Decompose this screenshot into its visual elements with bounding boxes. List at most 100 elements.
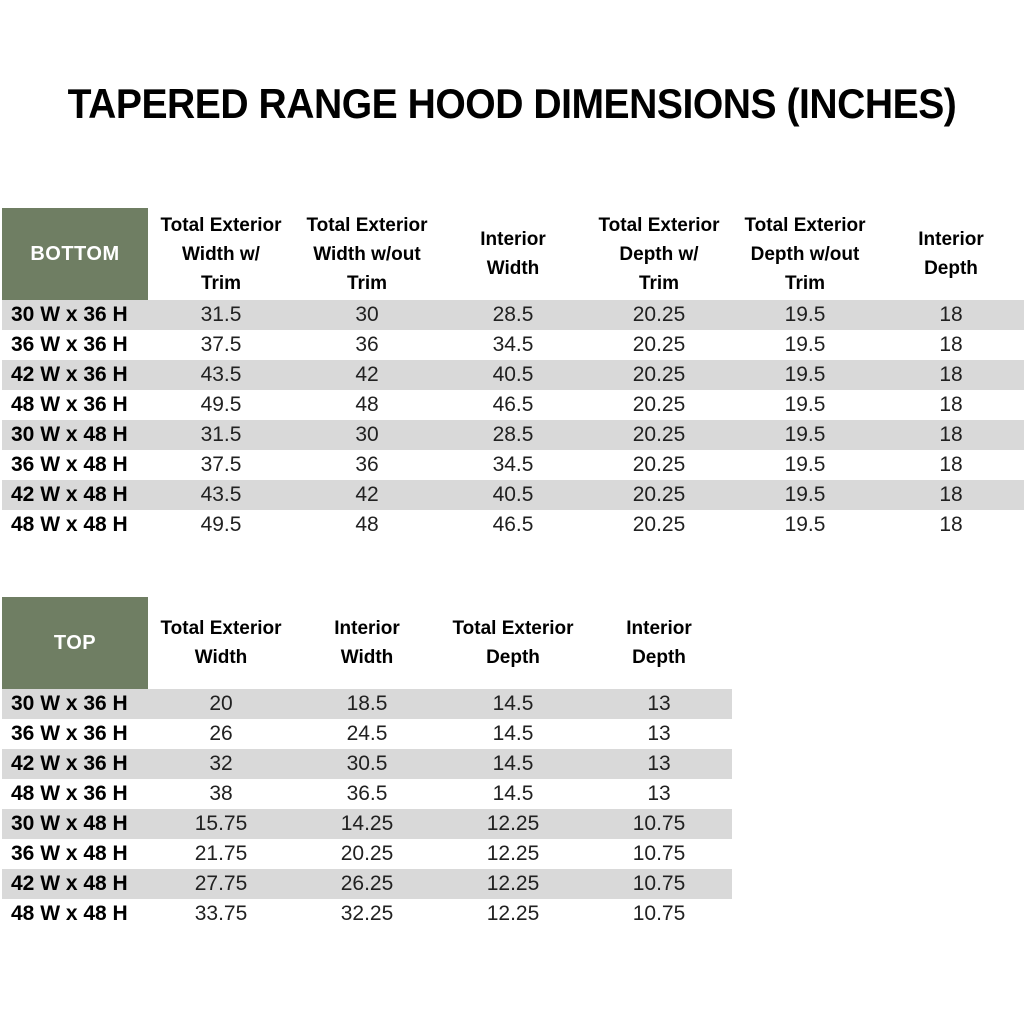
- cell-value: 18: [939, 423, 963, 446]
- cell-value: 10.75: [632, 812, 686, 835]
- cell-value: 34.5: [492, 333, 534, 356]
- cell-value: 30: [355, 303, 379, 326]
- cell-value: 19.5: [784, 333, 826, 356]
- table-row: 42 W x 48 H 27.75 26.25 12.25 10.75: [2, 869, 732, 899]
- table-row: 42 W x 36 H 32 30.5 14.5 13: [2, 749, 732, 779]
- cell-value: 19.5: [784, 393, 826, 416]
- cell-value: 20.25: [340, 842, 394, 865]
- page-title: TAPERED RANGE HOOD DIMENSIONS (INCHES): [67, 80, 957, 127]
- table-row: 36 W x 48 H 21.75 20.25 12.25 10.75: [2, 839, 732, 869]
- cell-value: 20.25: [632, 303, 686, 326]
- table-row: 36 W x 36 H 26 24.5 14.5 13: [2, 719, 732, 749]
- top-table-rows: 30 W x 36 H 20 18.5 14.5 13 36 W x 36 H 26 24.5…: [2, 689, 732, 929]
- col-header: Interior Depth: [626, 618, 692, 668]
- cell-value: 18: [939, 513, 963, 536]
- bottom-table-header-row: BOTTOM Total Exterior Width w/ Trim Tota…: [2, 208, 1024, 300]
- cell-value: 21.75: [194, 842, 248, 865]
- cell-value: 13: [647, 722, 671, 745]
- cell-value: 18: [939, 363, 963, 386]
- cell-value: 10.75: [632, 872, 686, 895]
- cell-value: 18.5: [346, 692, 388, 715]
- cell-value: 12.25: [486, 902, 540, 925]
- cell-value: 19.5: [784, 453, 826, 476]
- top-dimensions-table: TOP Total Exterior Width Interior Width …: [2, 597, 732, 929]
- row-label: 30 W x 48 H: [11, 423, 128, 446]
- cell-value: 46.5: [492, 393, 534, 416]
- cell-value: 34.5: [492, 453, 534, 476]
- cell-value: 18: [939, 393, 963, 416]
- cell-value: 31.5: [200, 423, 242, 446]
- row-label: 36 W x 36 H: [11, 722, 128, 745]
- cell-value: 20: [209, 692, 233, 715]
- cell-value: 20.25: [632, 423, 686, 446]
- cell-value: 19.5: [784, 423, 826, 446]
- cell-value: 43.5: [200, 363, 242, 386]
- cell-value: 20.25: [632, 393, 686, 416]
- table-row: 36 W x 36 H 37.5 36 34.5 20.25 19.5 18: [2, 330, 1024, 360]
- bottom-table-corner-label: BOTTOM: [2, 208, 148, 300]
- cell-value: 12.25: [486, 872, 540, 895]
- cell-value: 14.5: [492, 782, 534, 805]
- cell-value: 12.25: [486, 842, 540, 865]
- row-label: 36 W x 48 H: [11, 842, 128, 865]
- table-row: 30 W x 36 H 20 18.5 14.5 13: [2, 689, 732, 719]
- cell-value: 37.5: [200, 453, 242, 476]
- cell-value: 20.25: [632, 453, 686, 476]
- cell-value: 15.75: [194, 812, 248, 835]
- cell-value: 37.5: [200, 333, 242, 356]
- table-row: 48 W x 48 H 49.5 48 46.5 20.25 19.5 18: [2, 510, 1024, 540]
- cell-value: 14.25: [340, 812, 394, 835]
- cell-value: 27.75: [194, 872, 248, 895]
- cell-value: 33.75: [194, 902, 248, 925]
- row-label: 48 W x 48 H: [11, 902, 128, 925]
- top-table-corner-label: TOP: [2, 597, 148, 689]
- row-label: 36 W x 36 H: [11, 333, 128, 356]
- cell-value: 30: [355, 423, 379, 446]
- row-label: 30 W x 48 H: [11, 812, 128, 835]
- row-label: 48 W x 48 H: [11, 513, 128, 536]
- top-table-header-row: TOP Total Exterior Width Interior Width …: [2, 597, 732, 689]
- table-row: 36 W x 48 H 37.5 36 34.5 20.25 19.5 18: [2, 450, 1024, 480]
- cell-value: 31.5: [200, 303, 242, 326]
- table-row: 48 W x 36 H 38 36.5 14.5 13: [2, 779, 732, 809]
- col-header: Total Exterior Depth: [452, 618, 574, 668]
- cell-value: 42: [355, 483, 379, 506]
- table-row: 48 W x 48 H 33.75 32.25 12.25 10.75: [2, 899, 732, 929]
- table-row: 42 W x 48 H 43.5 42 40.5 20.25 19.5 18: [2, 480, 1024, 510]
- table-row: 48 W x 36 H 49.5 48 46.5 20.25 19.5 18: [2, 390, 1024, 420]
- col-header: Interior Width: [334, 618, 400, 668]
- cell-value: 36: [355, 453, 379, 476]
- row-label: 42 W x 36 H: [11, 752, 128, 775]
- cell-value: 43.5: [200, 483, 242, 506]
- cell-value: 20.25: [632, 363, 686, 386]
- row-label: 42 W x 36 H: [11, 363, 128, 386]
- cell-value: 14.5: [492, 752, 534, 775]
- cell-value: 12.25: [486, 812, 540, 835]
- col-header: Total Exterior Depth w/ Trim: [598, 214, 720, 294]
- row-label: 30 W x 36 H: [11, 303, 128, 326]
- cell-value: 18: [939, 333, 963, 356]
- cell-value: 26: [209, 722, 233, 745]
- cell-value: 19.5: [784, 513, 826, 536]
- cell-value: 20.25: [632, 483, 686, 506]
- cell-value: 46.5: [492, 513, 534, 536]
- row-label: 42 W x 48 H: [11, 483, 128, 506]
- cell-value: 40.5: [492, 483, 534, 506]
- row-label: 48 W x 36 H: [11, 782, 128, 805]
- row-label: 42 W x 48 H: [11, 872, 128, 895]
- cell-value: 32.25: [340, 902, 394, 925]
- cell-value: 20.25: [632, 513, 686, 536]
- cell-value: 10.75: [632, 902, 686, 925]
- cell-value: 18: [939, 453, 963, 476]
- cell-value: 28.5: [492, 423, 534, 446]
- cell-value: 24.5: [346, 722, 388, 745]
- cell-value: 19.5: [784, 483, 826, 506]
- cell-value: 40.5: [492, 363, 534, 386]
- col-header: Total Exterior Width: [160, 618, 282, 668]
- cell-value: 13: [647, 752, 671, 775]
- cell-value: 49.5: [200, 513, 242, 536]
- cell-value: 48: [355, 393, 379, 416]
- row-label: 48 W x 36 H: [11, 393, 128, 416]
- table-row: 42 W x 36 H 43.5 42 40.5 20.25 19.5 18: [2, 360, 1024, 390]
- table-row: 30 W x 48 H 31.5 30 28.5 20.25 19.5 18: [2, 420, 1024, 450]
